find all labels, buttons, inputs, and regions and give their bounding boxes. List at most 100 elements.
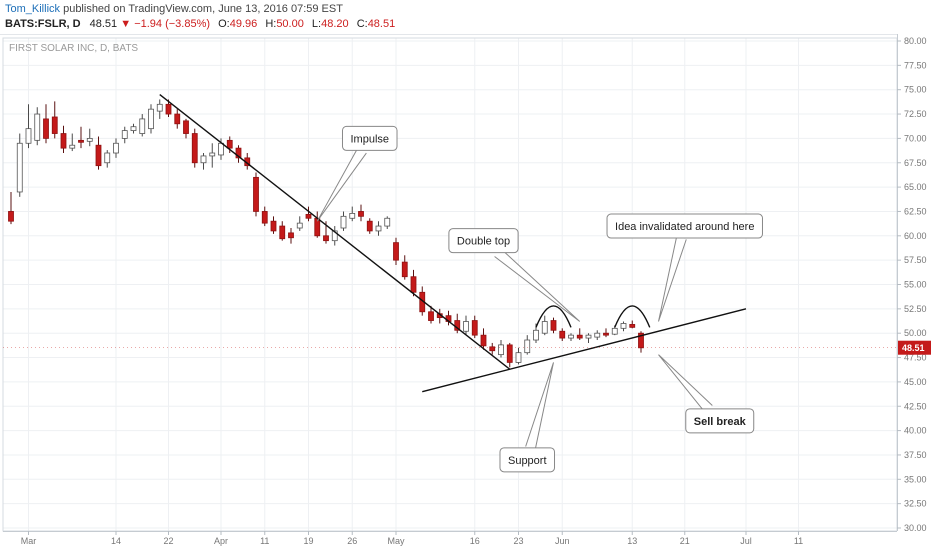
annotations: Impulse Double top Idea invalidated around…: [316, 125, 763, 473]
low-value: 48.20: [321, 18, 349, 30]
candle-body: [113, 142, 119, 154]
low-label: L:: [311, 18, 322, 30]
time-tick-label: Jul: [740, 536, 752, 546]
price-tick-label: 37.50: [904, 450, 927, 460]
candle-body: [288, 232, 294, 239]
candle-down: [471, 315, 478, 339]
candle-body: [60, 133, 67, 149]
candle-body: [165, 103, 172, 115]
candle-up: [113, 138, 119, 158]
candle-body: [261, 211, 268, 224]
candle-up: [498, 340, 504, 358]
price-axis[interactable]: 30.00 32.50 35.00 37.50 40.00 42.50 45.00 47.50…: [897, 34, 932, 550]
candle-body: [86, 138, 93, 142]
price-tick-label: 52.50: [904, 304, 927, 314]
candle-body: [69, 144, 76, 149]
candle-up: [524, 335, 531, 355]
price-tick-label: 45.00: [904, 377, 927, 387]
candle-down: [43, 104, 49, 144]
price-chart[interactable]: FIRST SOLAR INC, D, BATS 30.00 32.50 35.00…: [0, 34, 932, 550]
published-text: published on TradingView.com, June 13, 2…: [63, 3, 343, 15]
callout-box: [606, 213, 763, 239]
candle-body: [410, 276, 417, 293]
candle-body: [463, 321, 469, 332]
candle-down: [305, 206, 312, 222]
candle-body: [305, 213, 312, 219]
price-tick-label: 72.50: [904, 109, 927, 119]
candle-up: [86, 128, 93, 147]
double-top-callout: Double top: [448, 228, 581, 322]
idea-invalidated-callout: Idea invalidated around here: [606, 213, 763, 322]
candle-up: [139, 114, 146, 137]
candle-body: [384, 217, 391, 227]
time-tick-label: 23: [513, 536, 523, 546]
price-axis-background: [897, 34, 932, 550]
price-tick-label: 55.00: [904, 280, 927, 290]
time-tick-label: 13: [627, 536, 637, 546]
candle-down: [60, 125, 67, 154]
candle-body: [218, 142, 224, 156]
candle-up: [104, 150, 111, 168]
callout-pointer: [658, 354, 713, 413]
candle-down: [428, 305, 434, 324]
candle-down: [410, 269, 417, 297]
callout-label: Support: [508, 455, 547, 467]
callout-label: Double top: [457, 236, 510, 248]
symbol-label[interactable]: BATS:FSLR, D: [5, 18, 81, 30]
candle-body: [16, 142, 23, 193]
candle-down: [638, 331, 644, 353]
candle-down: [279, 221, 286, 241]
callout-label: Idea invalidated around here: [615, 221, 754, 233]
price-tick-label: 80.00: [904, 36, 927, 46]
candle-down: [559, 328, 566, 341]
candle-body: [533, 329, 539, 341]
time-axis[interactable]: Mar 14 22 Apr 11 19 26 May 16 23 Jun 13 21 Jul 11: [3, 531, 897, 546]
candle-body: [629, 324, 636, 328]
candle-body: [43, 118, 49, 139]
last-price-badge: [898, 340, 931, 355]
time-tick-label: May: [387, 536, 405, 546]
callout-pointer: [525, 362, 554, 450]
callout-box: [448, 228, 519, 254]
impulse-callout: Impulse: [316, 125, 398, 222]
candle-body: [576, 334, 583, 339]
candle-body: [174, 113, 181, 125]
time-tick-label: 22: [163, 536, 173, 546]
chart-legend-title: FIRST SOLAR INC, D, BATS: [9, 43, 138, 54]
candle-down: [576, 328, 583, 341]
candle-down: [288, 228, 294, 244]
price-tick-label: 30.00: [904, 523, 927, 533]
candle-down: [95, 136, 102, 170]
candle-down: [314, 211, 321, 238]
candle-down: [629, 320, 636, 329]
price-tick-label: 42.50: [904, 401, 927, 411]
price-tick-label: 62.50: [904, 206, 927, 216]
candle-body: [366, 220, 373, 232]
candle-up: [585, 333, 592, 343]
callout-box: [499, 447, 556, 473]
candle-up: [568, 333, 574, 341]
candle-body: [78, 139, 84, 143]
time-tick-label: 11: [794, 536, 803, 546]
candle-body: [226, 139, 233, 149]
candle-body: [428, 311, 434, 321]
candle-body: [375, 225, 382, 232]
candle-up: [594, 330, 601, 341]
price-tick-label: 47.50: [904, 353, 927, 363]
candle-up: [34, 107, 41, 146]
last-price: 48.51: [89, 18, 118, 30]
author-link[interactable]: Tom_Killick: [5, 3, 61, 15]
candle-down: [253, 172, 259, 217]
high-label: H:: [265, 18, 277, 30]
candle-body: [191, 133, 198, 164]
candle-up: [620, 321, 627, 332]
candle-body: [480, 334, 487, 347]
candle-body: [541, 321, 548, 334]
candle-up: [156, 99, 163, 119]
candle-down: [165, 99, 172, 117]
resistance-trendline: [159, 94, 511, 370]
candle-up: [331, 226, 338, 246]
candle-body: [95, 144, 102, 167]
candle-down: [550, 317, 557, 334]
candle-down: [183, 118, 189, 139]
